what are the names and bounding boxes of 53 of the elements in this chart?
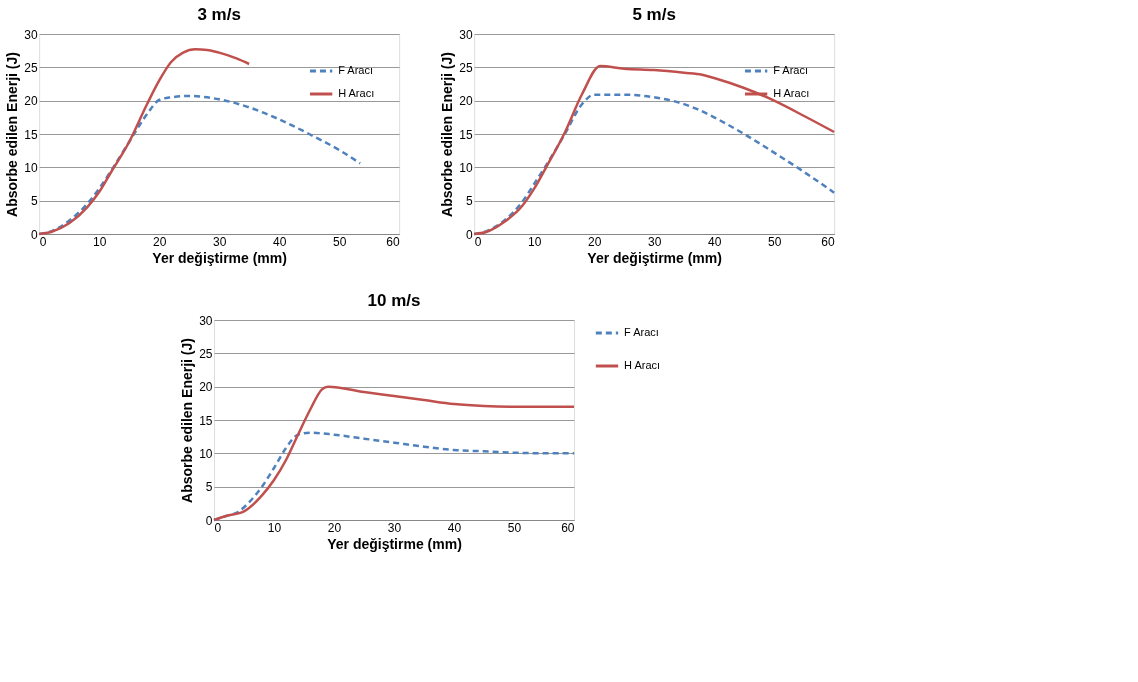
y-tick-label: 5: [465, 194, 473, 209]
y-tick-label: 25: [199, 346, 213, 361]
legend-label: F Aracı: [338, 64, 373, 76]
x-axis-title: Yer değiştirme (mm): [587, 249, 722, 266]
line-series: [472, 64, 836, 236]
y-tick-label: 30: [24, 27, 38, 42]
x-tick-label: 60: [821, 234, 835, 249]
x-tick-label: 50: [507, 520, 522, 535]
y-tick-label: 10: [199, 446, 213, 461]
x-tick-label: 40: [272, 234, 287, 249]
y-tick-label: 10: [459, 160, 473, 175]
x-tick-label: 20: [587, 234, 602, 249]
legend-label: H Aracı: [624, 359, 661, 371]
x-tick-label: 20: [327, 520, 342, 535]
y-axis-title: Absorbe edilen Enerji (J): [4, 52, 21, 217]
chart-title: 5 m/s: [632, 5, 676, 24]
x-axis-title: Yer değiştirme (mm): [152, 249, 287, 266]
x-tick-label: 60: [561, 520, 575, 535]
x-tick-label: 10: [92, 234, 107, 249]
y-tick-label: 25: [459, 60, 473, 75]
legend-label: H Aracı: [773, 87, 810, 99]
y-tick-label: 10: [24, 160, 38, 175]
y-tick-label: 25: [24, 60, 38, 75]
x-tick-label: 30: [387, 520, 402, 535]
legend-label: F Aracı: [773, 64, 808, 76]
x-tick-label: 50: [332, 234, 347, 249]
x-tick-label: 50: [767, 234, 782, 249]
x-tick-label: 40: [447, 520, 462, 535]
y-axis-title: Absorbe edilen Enerji (J): [179, 338, 196, 503]
legend-label: H Aracı: [338, 87, 375, 99]
x-tick-label: 10: [267, 520, 282, 535]
y-tick-label: 20: [459, 94, 473, 109]
legend-label: F Aracı: [624, 326, 659, 338]
y-tick-label: 5: [30, 194, 38, 209]
x-tick-label: 10: [527, 234, 542, 249]
y-axis-title: Absorbe edilen Enerji (J): [439, 52, 456, 217]
y-tick-label: 15: [459, 127, 473, 142]
chart-title: 10 m/s: [367, 291, 421, 310]
x-tick-label: 30: [647, 234, 662, 249]
y-tick-label: 5: [205, 480, 213, 495]
y-tick-label: 15: [24, 127, 38, 142]
y-tick-label: 20: [24, 94, 38, 109]
x-tick-label: 40: [707, 234, 722, 249]
y-tick-label: 30: [199, 313, 213, 328]
y-tick-label: 30: [459, 27, 473, 42]
line-series: [37, 48, 251, 236]
chart-title: 3 m/s: [197, 5, 241, 24]
line-series: [212, 385, 576, 522]
x-tick-label: 60: [386, 234, 400, 249]
x-axis-title: Yer değiştirme (mm): [327, 535, 462, 552]
x-tick-label: 20: [152, 234, 167, 249]
y-tick-label: 15: [199, 413, 213, 428]
y-tick-label: 20: [199, 380, 213, 395]
